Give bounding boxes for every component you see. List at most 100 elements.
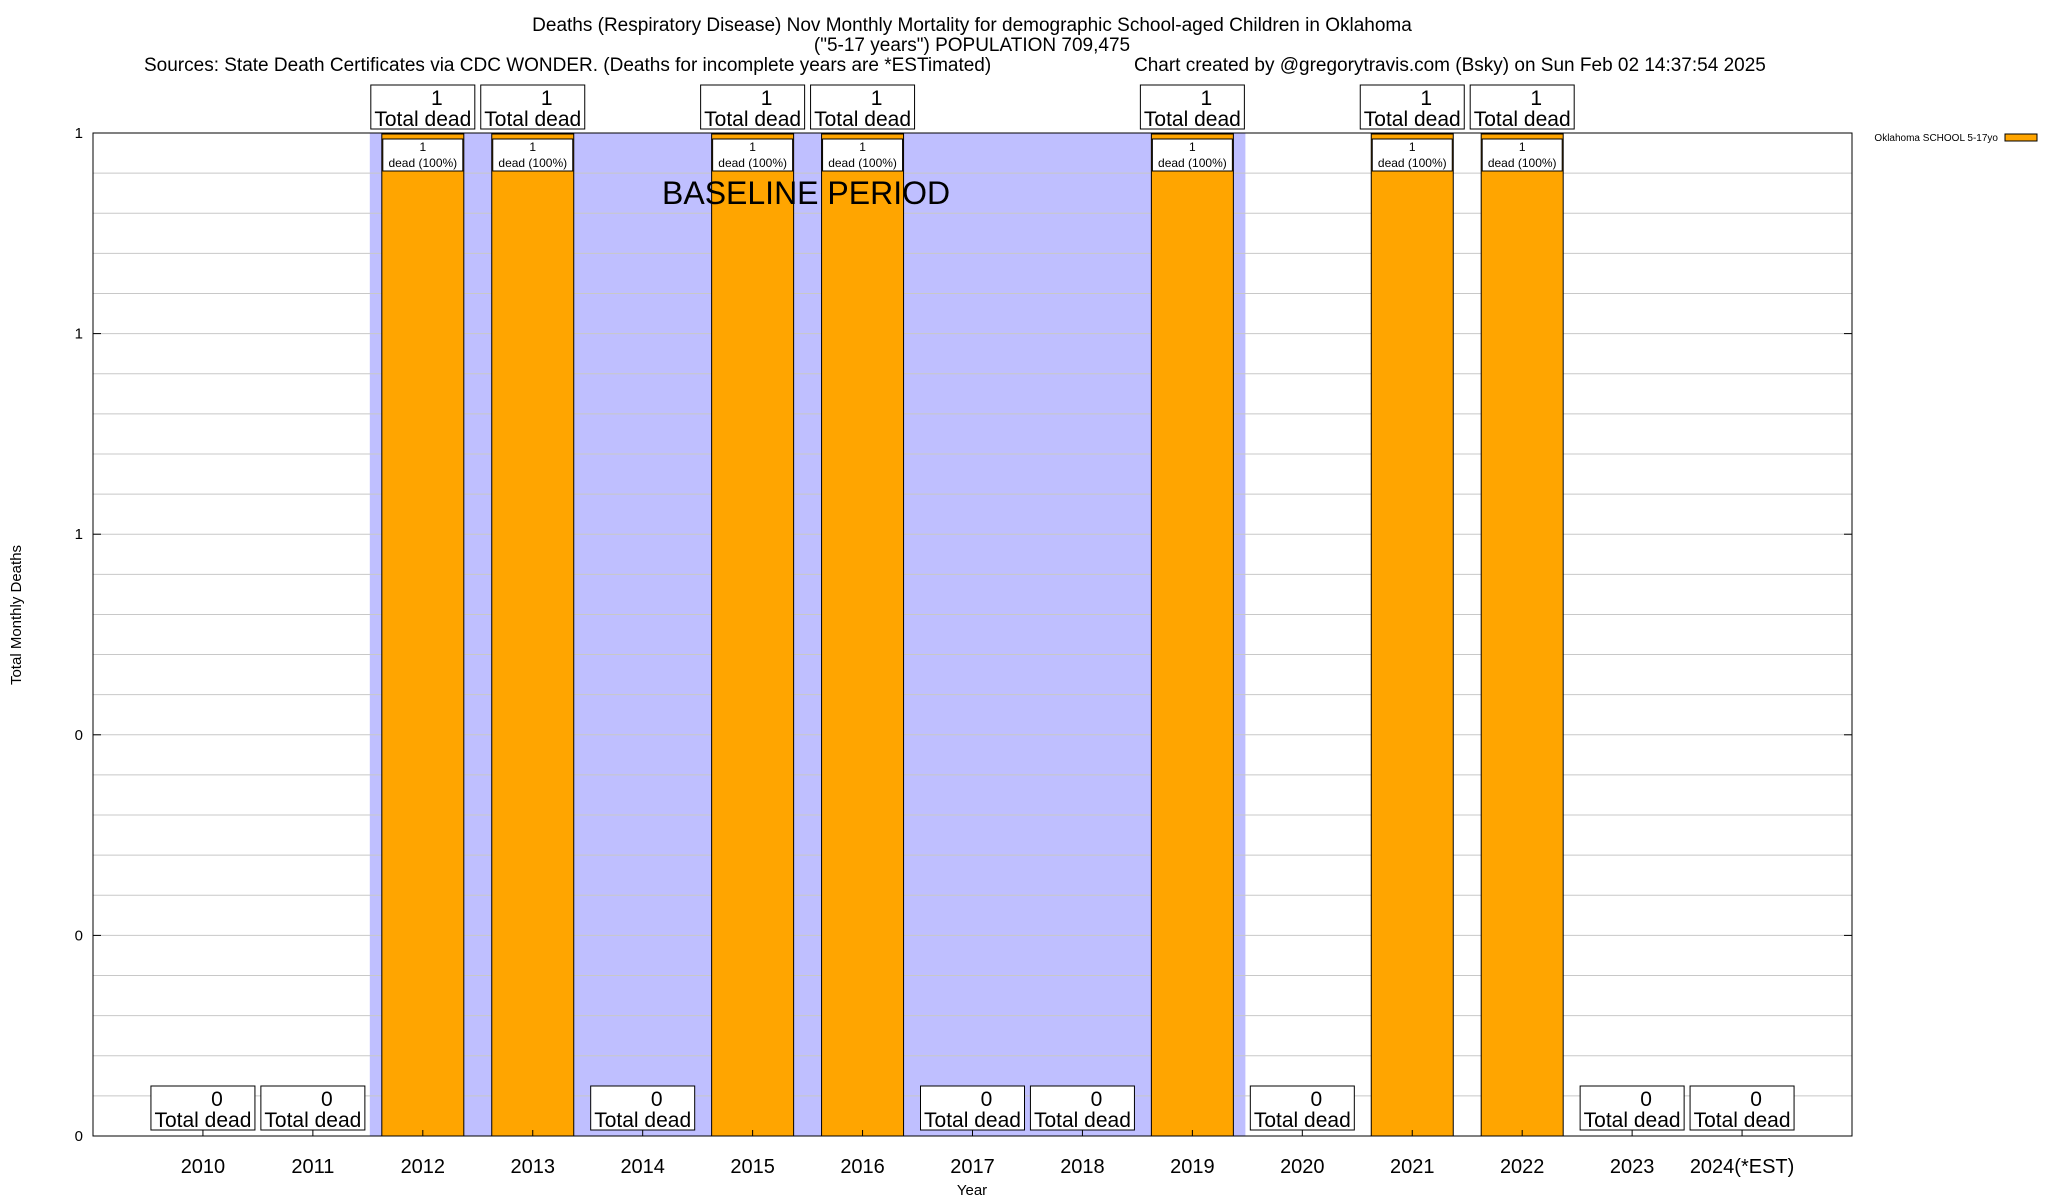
chart-title: Deaths (Respiratory Disease) Nov Monthly…: [532, 15, 1412, 36]
x-tick-label: 2018: [1060, 1156, 1105, 1178]
x-tick-label: 2010: [181, 1156, 226, 1178]
total-dead-label: Total dead: [704, 108, 801, 131]
bar: [491, 133, 575, 1137]
total-dead-box: [920, 1085, 1025, 1131]
bar-inner-count: 1: [749, 140, 756, 154]
y-tick-label: 1: [75, 125, 83, 142]
total-dead-box: [370, 84, 476, 130]
total-dead-count: 0: [1091, 1088, 1103, 1111]
total-dead-label: Total dead: [154, 1109, 251, 1132]
total-dead-box: [810, 84, 916, 130]
total-dead-count: 1: [871, 87, 883, 110]
bar-inner-count: 1: [1519, 140, 1526, 154]
total-dead-count: 0: [1310, 1088, 1322, 1111]
bar-inner-count: 1: [419, 140, 426, 154]
bar-inner-count: 1: [529, 140, 536, 154]
total-dead-label: Total dead: [1364, 108, 1461, 131]
x-tick-label: 2020: [1280, 1156, 1325, 1178]
y-tick-label: 0: [75, 727, 83, 744]
total-dead-box: [1689, 1085, 1795, 1131]
sources-note: Sources: State Death Certificates via CD…: [144, 55, 991, 76]
total-dead-box: [150, 1085, 256, 1131]
total-dead-count: 0: [321, 1088, 333, 1111]
total-dead-label: Total dead: [374, 108, 471, 131]
legend-label: Oklahoma SCHOOL 5-17yo: [1874, 133, 1998, 144]
bar: [1370, 133, 1454, 1137]
total-dead-label: Total dead: [1474, 108, 1571, 131]
total-dead-count: 1: [431, 87, 443, 110]
x-tick-label: 2013: [511, 1156, 556, 1178]
y-tick-label: 1: [75, 526, 83, 543]
bar-inner-count: 1: [1409, 140, 1416, 154]
total-dead-label: Total dead: [484, 108, 581, 131]
total-dead-box: [480, 84, 586, 130]
x-tick-label: 2012: [401, 1156, 446, 1178]
bar: [381, 133, 465, 1137]
bar-inner-label-box: [822, 138, 904, 172]
bar-inner-percent: dead (100%): [388, 156, 457, 170]
bar: [821, 133, 905, 1137]
baseline-period-label: BASELINE PERIOD: [662, 175, 950, 211]
total-dead-label: Total dead: [1144, 108, 1241, 131]
bar-inner-label-box: [382, 138, 464, 172]
total-dead-count: 0: [651, 1088, 663, 1111]
total-dead-label: Total dead: [814, 108, 911, 131]
total-dead-box: [1469, 84, 1575, 130]
total-dead-count: 1: [1420, 87, 1432, 110]
x-tick-label: 2015: [730, 1156, 775, 1178]
bar-inner-count: 1: [859, 140, 866, 154]
bar-inner-percent: dead (100%): [1158, 156, 1227, 170]
bar: [1150, 133, 1234, 1137]
axes-layer: 0 0 0 1 1 1 2010 2011 2012 2013 2014 2015 2016 2017 20…: [75, 125, 1852, 1178]
legend: Oklahoma SCHOOL 5-17yo: [1874, 133, 2038, 144]
total-dead-label: Total dead: [924, 1109, 1021, 1132]
x-tick-label: 2017: [950, 1156, 995, 1178]
total-dead-box: [1139, 84, 1245, 130]
y-tick-label: 0: [75, 927, 83, 944]
legend-swatch: [2004, 133, 2038, 142]
total-dead-label: Total dead: [264, 1109, 361, 1132]
bar-inner-percent: dead (100%): [498, 156, 567, 170]
total-dead-count: 0: [981, 1088, 993, 1111]
x-tick-label: 2022: [1500, 1156, 1545, 1178]
x-tick-label: 2014: [620, 1156, 665, 1178]
total-dead-label: Total dead: [1694, 1109, 1791, 1132]
x-tick-label: 2023: [1610, 1156, 1655, 1178]
total-dead-count: 0: [1640, 1088, 1652, 1111]
x-tick-label: 2021: [1390, 1156, 1435, 1178]
bar-inner-label-box: [1371, 138, 1453, 172]
total-dead-box: [1359, 84, 1465, 130]
bar-inner-percent: dead (100%): [1378, 156, 1447, 170]
x-tick-label: 2016: [840, 1156, 885, 1178]
bar-inner-percent: dead (100%): [828, 156, 897, 170]
total-dead-label: Total dead: [1254, 1109, 1351, 1132]
bar-inner-label-box: [712, 138, 794, 172]
bar-inner-label-box: [1481, 138, 1563, 172]
y-tick-label: 1: [75, 326, 83, 343]
bar-inner-label-box: [1151, 138, 1233, 172]
x-axis-label: Year: [957, 1182, 987, 1199]
bar-inner-percent: dead (100%): [1488, 156, 1557, 170]
bar-inner-count: 1: [1189, 140, 1196, 154]
chart-subtitle: ("5-17 years") POPULATION 709,475: [814, 35, 1130, 56]
total-dead-count: 1: [541, 87, 553, 110]
bars-layer: [199, 133, 1746, 1137]
total-dead-box: [1249, 1085, 1355, 1131]
total-dead-box: [590, 1085, 696, 1131]
x-tick-label: 2019: [1170, 1156, 1215, 1178]
total-dead-box: [700, 84, 806, 130]
bar-inner-label-box: [492, 138, 574, 172]
credit-note: Chart created by @gregorytravis.com (Bsk…: [1134, 55, 1766, 76]
total-dead-label: Total dead: [1034, 1109, 1131, 1132]
total-dead-box: [1029, 1085, 1135, 1131]
y-axis-label: Total Monthly Deaths: [8, 545, 25, 685]
total-dead-count: 0: [1750, 1088, 1762, 1111]
total-dead-count: 1: [1201, 87, 1213, 110]
x-tick-label: 2011: [291, 1156, 334, 1178]
total-dead-box: [260, 1085, 366, 1131]
bar-inner-percent: dead (100%): [718, 156, 787, 170]
bar: [1480, 133, 1564, 1137]
bar: [711, 133, 795, 1137]
